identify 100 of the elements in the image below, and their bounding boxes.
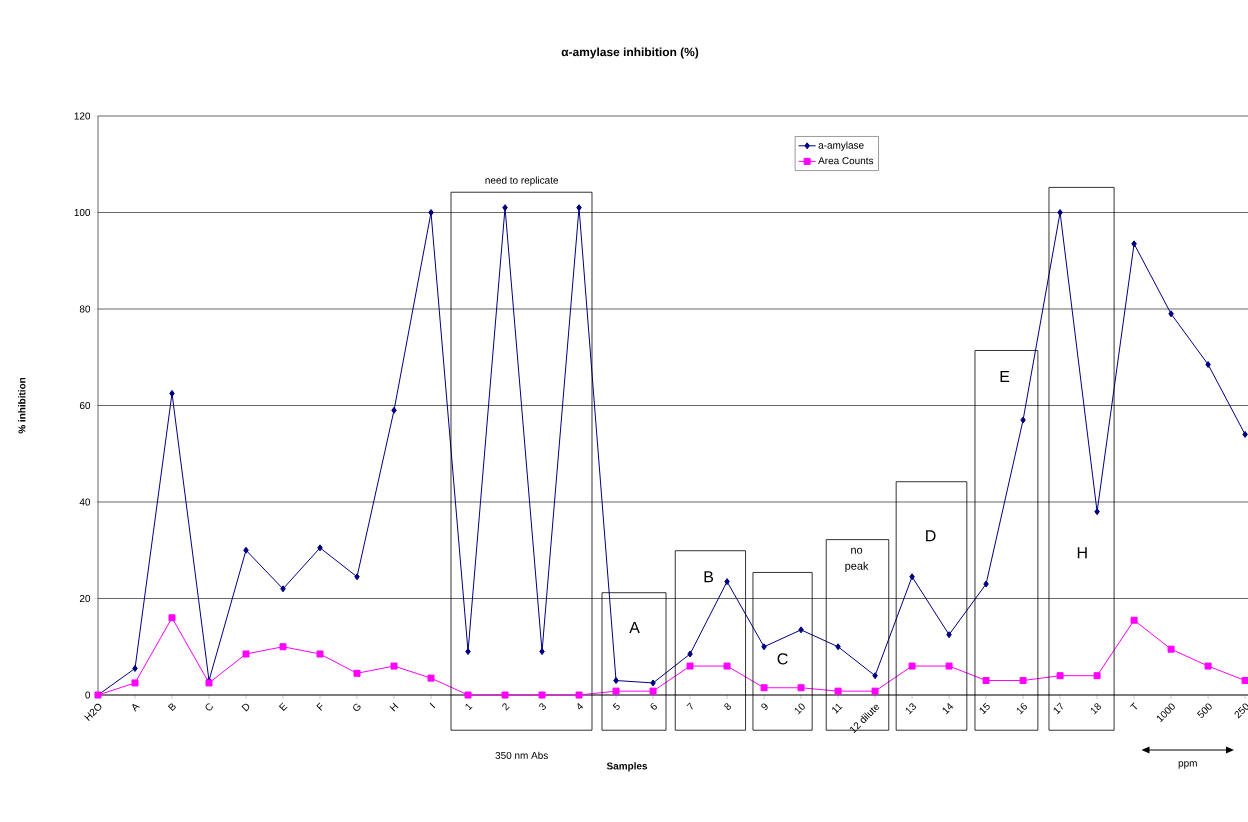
point	[132, 664, 138, 672]
point	[982, 677, 990, 685]
point	[1093, 672, 1101, 680]
x-tick-label: 6	[650, 703, 657, 710]
x-tick-label: D	[241, 703, 250, 712]
point	[1131, 240, 1137, 248]
point	[1130, 616, 1138, 624]
x-tick-label: 16	[1016, 703, 1027, 715]
x-tick-label: 1	[465, 703, 473, 711]
point	[464, 691, 472, 699]
point	[1205, 360, 1211, 368]
x-tick-label: A	[132, 704, 140, 712]
point	[723, 662, 731, 670]
point	[501, 691, 509, 699]
annotation: A	[629, 621, 640, 633]
point	[169, 389, 175, 397]
y-tick-label: 100	[74, 208, 91, 217]
point	[390, 662, 398, 670]
point	[391, 406, 397, 414]
point	[168, 614, 176, 622]
point	[945, 662, 953, 670]
point	[760, 684, 768, 692]
point	[465, 648, 471, 656]
point	[1094, 508, 1100, 516]
x-tick-label: 4	[577, 703, 583, 710]
x-tick-label: 8	[724, 703, 731, 710]
x-tick-label: 18	[1090, 703, 1101, 715]
y-tick-label: 0	[85, 691, 91, 699]
x-tick-label: 9	[761, 703, 768, 710]
point	[538, 691, 546, 699]
point	[317, 544, 323, 552]
point	[1056, 672, 1064, 680]
x-tick-label: 17	[1053, 702, 1063, 715]
point	[908, 662, 916, 670]
point	[242, 650, 250, 658]
point	[131, 679, 139, 687]
y-tick-label: 20	[79, 594, 91, 603]
point	[575, 691, 583, 699]
point	[649, 687, 657, 695]
point	[1019, 677, 1027, 685]
point	[1168, 310, 1174, 318]
point	[613, 677, 619, 685]
point	[316, 650, 324, 658]
point	[724, 578, 730, 586]
point	[1242, 430, 1248, 438]
x-tick-label: 13	[905, 703, 916, 715]
x-axis-title: Samples	[606, 762, 648, 772]
x-tick-label: H	[389, 702, 399, 712]
x-tick-label: B	[167, 703, 176, 712]
annotation: D	[926, 530, 936, 542]
point	[798, 626, 804, 634]
y-tick-label: 60	[79, 401, 91, 410]
annotation: E	[1000, 371, 1010, 383]
y-tick-label: 40	[79, 498, 91, 506]
text: ppm	[1178, 761, 1197, 769]
point	[427, 674, 435, 682]
point	[909, 573, 915, 581]
x-tick-label: G	[353, 703, 361, 711]
x-tick-label: F	[316, 702, 323, 711]
x-tick-label: 14	[942, 703, 954, 715]
annotation: C	[777, 653, 788, 665]
point	[428, 208, 434, 216]
point	[835, 643, 841, 651]
point	[834, 687, 842, 695]
text: 350 nm Abs	[495, 751, 548, 759]
x-tick-label: 11	[832, 703, 843, 714]
x-tick-label: 3	[539, 703, 546, 710]
x-tick-label: 250	[1234, 703, 1248, 719]
x-tick-label: 5	[612, 702, 620, 710]
point	[761, 643, 767, 651]
x-tick-label: C	[205, 703, 213, 711]
point	[1057, 208, 1063, 216]
point	[872, 672, 878, 680]
point	[686, 662, 694, 670]
x-tick-label: 10	[794, 703, 805, 715]
point	[576, 204, 582, 212]
annotation: H	[1077, 547, 1087, 559]
annotation: B	[704, 571, 714, 583]
x-tick-label: T	[1129, 702, 1138, 710]
annotation: need to replicate	[485, 176, 559, 186]
point	[354, 573, 360, 581]
x-tick-label: 500	[1196, 703, 1212, 718]
point	[687, 650, 693, 658]
point	[1020, 416, 1026, 424]
point	[502, 204, 508, 212]
y-tick-label: 120	[74, 112, 91, 120]
point	[539, 648, 545, 656]
point	[353, 669, 361, 677]
point	[612, 687, 620, 695]
annotation: no peak	[845, 547, 869, 572]
y-axis-title: % inhibition	[18, 377, 26, 434]
point	[280, 585, 286, 593]
x-tick-label: I	[429, 702, 436, 709]
point	[797, 684, 805, 692]
legend-label: Area Counts	[818, 157, 874, 165]
point	[243, 546, 249, 554]
x-tick-label: 2	[502, 703, 510, 711]
legend-label: a-amylase	[818, 141, 864, 151]
point	[279, 643, 287, 651]
point	[650, 679, 656, 687]
